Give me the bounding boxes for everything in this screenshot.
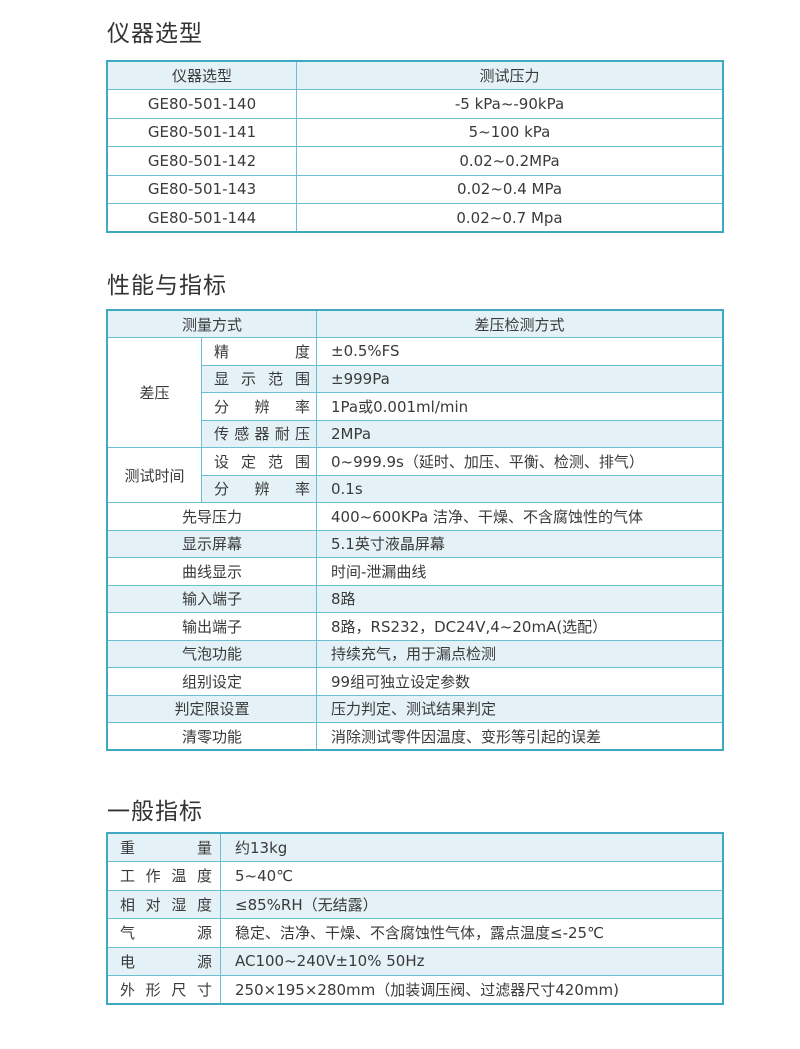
header-cell: 仪器选型 bbox=[106, 60, 297, 90]
spec-value: 稳定、洁净、干燥、不含腐蚀性气体，露点温度≤-25℃ bbox=[220, 918, 724, 948]
spec-label: 分 辨 率 bbox=[201, 474, 317, 503]
spec-value: 2MPa bbox=[316, 419, 724, 448]
table-row: 外形尺寸 250×195×280mm（加装调压阀、过滤器尺寸420mm) bbox=[106, 975, 724, 1005]
table-row: 清零功能 消除测试零件因温度、变形等引起的误差 bbox=[106, 722, 724, 751]
spec-value: 0~999.9s（延时、加压、平衡、检测、排气） bbox=[316, 447, 724, 476]
spec-value: 5~40℃ bbox=[220, 861, 724, 891]
model-cell: GE80-501-143 bbox=[106, 174, 297, 204]
spec-value: 250×195×280mm（加装调压阀、过滤器尺寸420mm) bbox=[220, 975, 724, 1005]
spec-value: 消除测试零件因温度、变形等引起的误差 bbox=[316, 722, 724, 751]
table-header: 测量方式 差压检测方式 bbox=[106, 309, 724, 338]
spec-value: 8路 bbox=[316, 584, 724, 613]
table-row: 相对湿度 ≤85%RH（无结露） bbox=[106, 889, 724, 919]
table-row: 气 源稳定、洁净、干燥、不含腐蚀性气体，露点温度≤-25℃ bbox=[106, 918, 724, 948]
spec-label: 输入端子 bbox=[106, 584, 317, 613]
table-row: GE80-501-141 5~100 kPa bbox=[106, 117, 724, 147]
model-cell: GE80-501-142 bbox=[106, 146, 297, 176]
spec-value: 5.1英寸液晶屏幕 bbox=[316, 529, 724, 558]
spec-label: 外形尺寸 bbox=[106, 975, 221, 1005]
spec-value: 压力判定、测试结果判定 bbox=[316, 694, 724, 723]
spec-value: 1Pa或0.001ml/min bbox=[316, 392, 724, 421]
performance-table: 测量方式 差压检测方式 差压精 度 ±0.5%FS 显示范围 ±999Pa 分 辨 率 1Pa… bbox=[106, 309, 724, 751]
table-row: GE80-501-140 -5 kPa~-90kPa bbox=[106, 89, 724, 119]
table-row: 判定限设置 压力判定、测试结果判定 bbox=[106, 694, 724, 723]
pressure-cell: 0.02~0.7 Mpa bbox=[296, 203, 724, 233]
spec-label: 重 量 bbox=[106, 832, 221, 862]
table-row: 先导压力 400~600KPa 洁净、干燥、不含腐蚀性的气体 bbox=[106, 502, 724, 531]
table-row: 气泡功能 持续充气，用于漏点检测 bbox=[106, 639, 724, 668]
table-row: 工作温度 5~40℃ bbox=[106, 861, 724, 891]
spec-value: 持续充气，用于漏点检测 bbox=[316, 639, 724, 668]
spec-label: 曲线显示 bbox=[106, 557, 317, 586]
model-cell: GE80-501-144 bbox=[106, 203, 297, 233]
table-row: GE80-501-144 0.02~0.7 Mpa bbox=[106, 203, 724, 233]
table-row: 曲线显示 时间-泄漏曲线 bbox=[106, 557, 724, 586]
table-row: 输出端子 8路，RS232，DC24V,4~20mA(选配） bbox=[106, 612, 724, 641]
pressure-cell: -5 kPa~-90kPa bbox=[296, 89, 724, 119]
table-row: 传感器耐压 2MPa bbox=[107, 419, 724, 448]
spec-label: 相对湿度 bbox=[106, 889, 221, 919]
model-cell: GE80-501-141 bbox=[106, 117, 297, 147]
spec-value: 0.1s bbox=[316, 474, 724, 503]
header-cell: 差压检测方式 bbox=[316, 309, 724, 338]
spec-label: 工作温度 bbox=[106, 861, 221, 891]
table-row: 组别设定 99组可独立设定参数 bbox=[106, 667, 724, 696]
spec-label: 先导压力 bbox=[106, 502, 317, 531]
spec-label: 传感器耐压 bbox=[201, 419, 317, 448]
model-cell: GE80-501-140 bbox=[106, 89, 297, 119]
spec-label: 分 辨 率 bbox=[201, 392, 317, 421]
spec-value: 400~600KPa 洁净、干燥、不含腐蚀性的气体 bbox=[316, 502, 724, 531]
spec-value: 8路，RS232，DC24V,4~20mA(选配） bbox=[316, 612, 724, 641]
table-row: 分 辨 率 1Pa或0.001ml/min bbox=[107, 392, 724, 421]
table-header: 仪器选型 测试压力 bbox=[106, 60, 724, 90]
table-row: 重 量约13kg bbox=[106, 832, 724, 862]
spec-value: ±0.5%FS bbox=[316, 337, 724, 366]
header-cell: 测量方式 bbox=[106, 309, 317, 338]
group-label: 测试时间 bbox=[106, 447, 202, 503]
table-row: 测试时间 设定范围 0~999.9s（延时、加压、平衡、检测、排气） bbox=[106, 447, 724, 503]
section-title-general: 一般指标 bbox=[107, 799, 203, 825]
spec-label: 输出端子 bbox=[106, 612, 317, 641]
spec-label: 设定范围 bbox=[201, 447, 317, 476]
section-title-performance: 性能与指标 bbox=[107, 273, 227, 299]
spec-label: 清零功能 bbox=[106, 722, 317, 751]
spec-value: 99组可独立设定参数 bbox=[316, 667, 724, 696]
spec-value: 约13kg bbox=[220, 832, 724, 862]
spec-label: 组别设定 bbox=[106, 667, 317, 696]
table-row: GE80-501-142 0.02~0.2MPa bbox=[106, 146, 724, 176]
pressure-cell: 0.02~0.2MPa bbox=[296, 146, 724, 176]
pressure-cell: 0.02~0.4 MPa bbox=[296, 174, 724, 204]
table-row: 显示范围 ±999Pa bbox=[107, 364, 724, 393]
spec-value: 时间-泄漏曲线 bbox=[316, 557, 724, 586]
header-cell: 测试压力 bbox=[296, 60, 724, 90]
spec-label: 显示范围 bbox=[201, 364, 317, 393]
table-row: 显示屏幕 5.1英寸液晶屏幕 bbox=[106, 529, 724, 558]
table-row: 差压精 度 ±0.5%FS bbox=[106, 337, 724, 448]
spec-label: 气泡功能 bbox=[106, 639, 317, 668]
spec-value: ≤85%RH（无结露） bbox=[220, 889, 724, 919]
spec-value: ±999Pa bbox=[316, 364, 724, 393]
spec-label: 气 源 bbox=[106, 918, 221, 948]
spec-label: 判定限设置 bbox=[106, 694, 317, 723]
group-label: 差压 bbox=[106, 337, 202, 448]
table-row: 分 辨 率 0.1s bbox=[107, 474, 724, 503]
spec-label: 电 源 bbox=[106, 946, 221, 976]
pressure-cell: 5~100 kPa bbox=[296, 117, 724, 147]
table-row: GE80-501-143 0.02~0.4 MPa bbox=[106, 174, 724, 204]
spec-label: 精 度 bbox=[201, 337, 317, 366]
general-spec-table: 重 量约13kg 工作温度 5~40℃ 相对湿度 ≤85%RH（无结露）气 源稳定、洁净… bbox=[106, 832, 724, 1005]
spec-label: 显示屏幕 bbox=[106, 529, 317, 558]
table-row: 输入端子 8路 bbox=[106, 584, 724, 613]
table-row: 电 源 AC100~240V±10% 50Hz bbox=[106, 946, 724, 976]
section-title-model-selection: 仪器选型 bbox=[107, 21, 203, 47]
spec-value: AC100~240V±10% 50Hz bbox=[220, 946, 724, 976]
model-selection-table: 仪器选型 测试压力 GE80-501-140 -5 kPa~-90kPa GE80-50… bbox=[106, 60, 724, 233]
